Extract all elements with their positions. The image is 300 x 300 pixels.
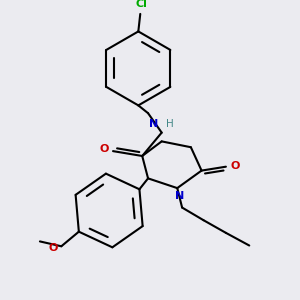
Text: Cl: Cl	[135, 0, 147, 9]
Text: N: N	[175, 191, 184, 201]
Text: O: O	[100, 144, 109, 154]
Text: O: O	[49, 243, 58, 253]
Text: O: O	[231, 161, 240, 171]
Text: N: N	[149, 119, 158, 129]
Text: H: H	[166, 119, 173, 129]
